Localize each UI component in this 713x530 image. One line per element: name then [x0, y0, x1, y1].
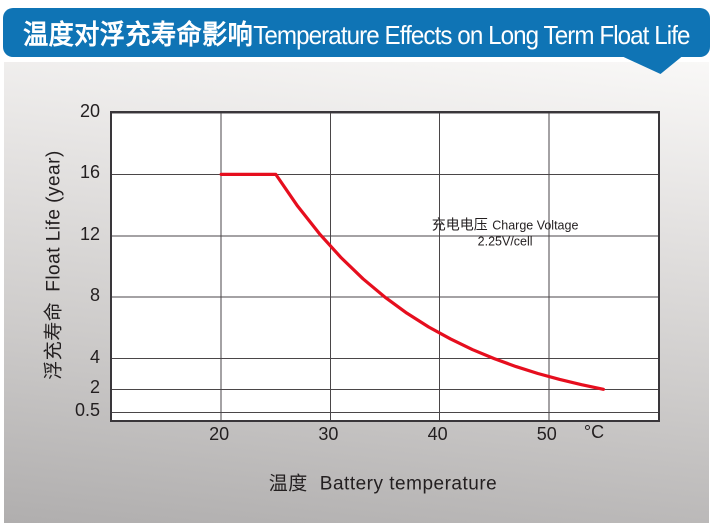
y-tick-label: 0.5 — [74, 400, 100, 421]
y-axis-title-zh: 浮充寿命 — [43, 301, 65, 380]
x-tick-label: 30 — [318, 424, 339, 444]
float-life-curve — [219, 172, 605, 391]
y-tick-label: 2 — [89, 377, 100, 398]
y-tick-label: 12 — [79, 223, 100, 244]
charge-voltage-zh: 充电电压 — [431, 216, 488, 233]
charge-voltage-en: Charge Voltage — [492, 218, 579, 233]
page-title: 温度对浮充寿命影响 Temperature Effects on Long Ter… — [23, 13, 690, 52]
y-axis-title: 浮充寿命 Float Life (year) — [39, 150, 66, 380]
y-tick-label: 16 — [79, 162, 100, 183]
page-title-zh: 温度对浮充寿命影响 — [23, 20, 254, 50]
charge-voltage-line1: 充电电压 Charge Voltage — [432, 216, 579, 234]
chart-svg — [112, 113, 658, 420]
charge-voltage-annotation: 充电电压 Charge Voltage 2.25V/cell — [432, 216, 579, 249]
x-tick-label: 50 — [536, 424, 557, 444]
x-axis-unit-label: °C — [583, 422, 605, 442]
y-tick-label: 4 — [89, 346, 100, 367]
y-axis-title-en: Float Life (year) — [43, 150, 65, 292]
plot-area: 充电电压 Charge Voltage 2.25V/cell — [110, 111, 660, 422]
y-tick-label: 20 — [79, 101, 100, 121]
page-title-en: Temperature Effects on Long Term Float L… — [253, 20, 690, 50]
x-tick-label: 20 — [209, 424, 230, 444]
x-axis-title-en: Battery temperature — [319, 473, 498, 495]
charge-voltage-value: 2.25V/cell — [477, 234, 533, 249]
x-axis-title: 温度 Battery temperature — [269, 469, 497, 496]
chart-card: 充电电压 Charge Voltage 2.25V/cell 0.5 2 4 8 12 1… — [4, 62, 709, 523]
title-banner: 温度对浮充寿命影响 Temperature Effects on Long Ter… — [3, 8, 710, 57]
x-tick-label: 40 — [427, 424, 448, 444]
y-tick-label: 8 — [89, 285, 100, 306]
x-axis-title-zh: 温度 — [268, 473, 308, 495]
